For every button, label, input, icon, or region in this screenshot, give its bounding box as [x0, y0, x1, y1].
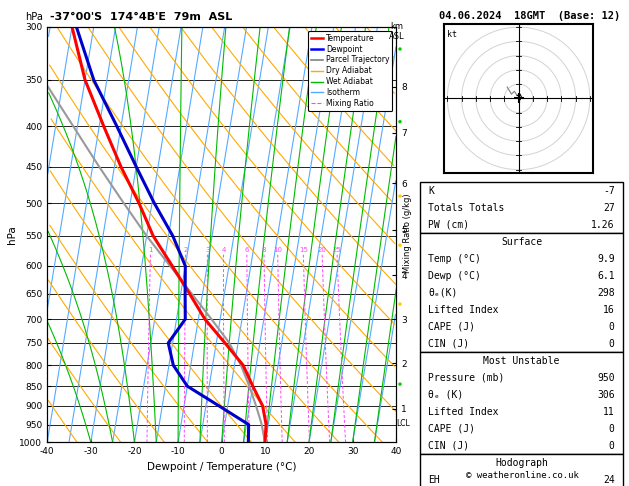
- Text: Lifted Index: Lifted Index: [428, 305, 499, 315]
- Text: 8: 8: [262, 247, 266, 253]
- Text: 6.1: 6.1: [597, 271, 615, 281]
- Text: 2: 2: [184, 247, 188, 253]
- Text: 306: 306: [597, 390, 615, 400]
- Legend: Temperature, Dewpoint, Parcel Trajectory, Dry Adiabat, Wet Adiabat, Isotherm, Mi: Temperature, Dewpoint, Parcel Trajectory…: [308, 31, 392, 111]
- Text: 20: 20: [318, 247, 326, 253]
- Text: 27: 27: [603, 203, 615, 213]
- Text: θₑ(K): θₑ(K): [428, 288, 458, 298]
- Text: 3: 3: [205, 247, 209, 253]
- Text: LCL: LCL: [396, 419, 410, 428]
- Text: 10: 10: [273, 247, 282, 253]
- FancyBboxPatch shape: [420, 182, 623, 233]
- Text: CAPE (J): CAPE (J): [428, 322, 476, 332]
- Text: Totals Totals: Totals Totals: [428, 203, 504, 213]
- Text: CAPE (J): CAPE (J): [428, 424, 476, 434]
- Y-axis label: hPa: hPa: [6, 225, 16, 244]
- Text: Mixing Ratio (g/kg): Mixing Ratio (g/kg): [403, 193, 412, 273]
- Text: Dewp (°C): Dewp (°C): [428, 271, 481, 281]
- X-axis label: Dewpoint / Temperature (°C): Dewpoint / Temperature (°C): [147, 462, 296, 472]
- Text: K: K: [428, 186, 434, 196]
- Text: 15: 15: [299, 247, 308, 253]
- Text: 4: 4: [221, 247, 226, 253]
- Text: Pressure (mb): Pressure (mb): [428, 373, 504, 383]
- Text: 25: 25: [333, 247, 342, 253]
- Text: 1.26: 1.26: [591, 220, 615, 230]
- Text: PW (cm): PW (cm): [428, 220, 469, 230]
- Text: CIN (J): CIN (J): [428, 339, 469, 349]
- Text: 24: 24: [603, 475, 615, 485]
- Text: 04.06.2024  18GMT  (Base: 12): 04.06.2024 18GMT (Base: 12): [439, 11, 620, 21]
- Text: © weatheronline.co.uk: © weatheronline.co.uk: [465, 471, 579, 480]
- Text: km
ASL: km ASL: [389, 22, 404, 41]
- Text: 6: 6: [245, 247, 249, 253]
- FancyBboxPatch shape: [420, 352, 623, 454]
- Text: 11: 11: [603, 407, 615, 417]
- Text: kt: kt: [447, 30, 457, 39]
- Text: 0: 0: [609, 441, 615, 451]
- Text: 1: 1: [148, 247, 153, 253]
- Text: 950: 950: [597, 373, 615, 383]
- Text: Surface: Surface: [501, 237, 542, 247]
- Text: Hodograph: Hodograph: [495, 458, 548, 468]
- Text: 298: 298: [597, 288, 615, 298]
- Text: 16: 16: [603, 305, 615, 315]
- Text: Lifted Index: Lifted Index: [428, 407, 499, 417]
- Text: hPa: hPa: [25, 12, 43, 22]
- Text: Temp (°C): Temp (°C): [428, 254, 481, 264]
- Text: θₑ (K): θₑ (K): [428, 390, 464, 400]
- Text: EH: EH: [428, 475, 440, 485]
- Text: 9.9: 9.9: [597, 254, 615, 264]
- Text: 0: 0: [609, 322, 615, 332]
- FancyBboxPatch shape: [420, 454, 623, 486]
- Text: CIN (J): CIN (J): [428, 441, 469, 451]
- FancyBboxPatch shape: [420, 233, 623, 352]
- Text: -7: -7: [603, 186, 615, 196]
- Text: 0: 0: [609, 424, 615, 434]
- Text: Most Unstable: Most Unstable: [483, 356, 560, 366]
- Text: -37°00'S  174°4B'E  79m  ASL: -37°00'S 174°4B'E 79m ASL: [50, 12, 233, 22]
- Text: 0: 0: [609, 339, 615, 349]
